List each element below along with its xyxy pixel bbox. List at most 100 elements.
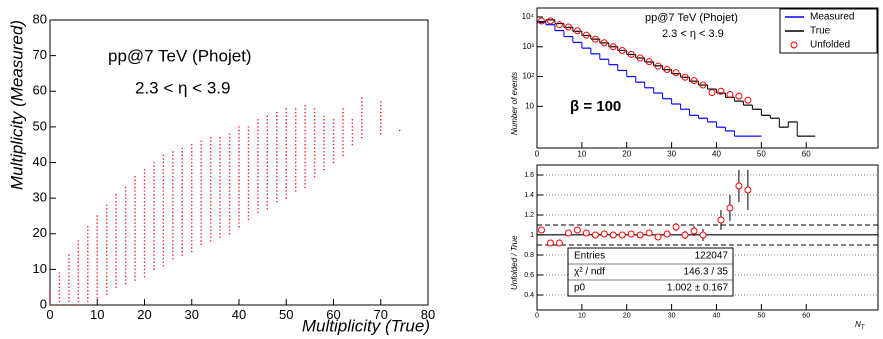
y-tick-label: 40 (33, 154, 47, 169)
x-tick-label: 30 (185, 307, 199, 322)
marker (618, 231, 626, 239)
marker (600, 39, 608, 47)
x-tick-label: 0 (535, 312, 539, 319)
marker (537, 226, 545, 234)
y-tick-label: 0.6 (524, 272, 534, 279)
marker (726, 204, 734, 212)
marker (672, 223, 680, 231)
y-tick-label: 1.6 (524, 172, 534, 179)
marker (618, 46, 626, 54)
marker (735, 182, 743, 190)
x-axis-label-sub: T (861, 325, 866, 331)
x-axis-label: NT (855, 320, 866, 330)
marker (708, 89, 716, 97)
marker (654, 62, 662, 70)
marker (591, 231, 599, 239)
marker (564, 23, 572, 31)
x-tick-label: 10 (90, 307, 104, 322)
marker (654, 233, 662, 241)
stats-value: 122047 (695, 251, 729, 262)
marker (699, 231, 707, 239)
stats-label: Entries (574, 251, 605, 262)
y-tick-label: 10³ (522, 42, 534, 51)
marker (645, 229, 653, 237)
marker (681, 73, 689, 81)
x-tick-label: 20 (137, 307, 151, 322)
marker (726, 90, 734, 98)
y-tick-label: 0.8 (524, 252, 534, 259)
marker (555, 239, 563, 247)
marker (699, 81, 707, 89)
marker (600, 230, 608, 238)
marker (582, 31, 590, 39)
x-axis-label-main: N (855, 320, 861, 329)
y-tick-label: 30 (33, 190, 47, 205)
marker (663, 66, 671, 74)
marker (573, 27, 581, 35)
stats-label: p0 (574, 283, 586, 294)
y-tick-label: 10 (525, 101, 534, 110)
marker (591, 35, 599, 43)
legend-swatch (790, 41, 798, 49)
y-axis-label: Multiplicity (Measured) (7, 20, 26, 190)
marker (717, 87, 725, 95)
legend-label: True (810, 26, 831, 37)
marker (681, 231, 689, 239)
legend-label: Measured (810, 12, 854, 23)
y-tick-label: 50 (33, 118, 47, 133)
marker (690, 227, 698, 235)
plot-frame (536, 7, 879, 149)
y-tick-label: 1.2 (524, 212, 534, 219)
x-tick-label: 40 (712, 150, 721, 159)
x-tick-label: 50 (757, 150, 766, 159)
marker (645, 58, 653, 66)
x-tick-label: 40 (232, 307, 246, 322)
x-tick-label: 30 (668, 312, 676, 319)
stats-value: 1.002 ± 0.167 (667, 283, 729, 294)
marker (627, 230, 635, 238)
x-tick-label: 50 (757, 312, 765, 319)
annotation: pp@7 TeV (Phojet) (108, 46, 252, 65)
x-tick-label: 0 (46, 307, 53, 322)
y-tick-label: 80 (33, 11, 47, 26)
marker (672, 69, 680, 77)
plot-frame (536, 164, 879, 311)
marker (636, 231, 644, 239)
y-tick-label: 0.4 (524, 292, 534, 299)
marker (744, 186, 752, 194)
y-tick-label: 20 (33, 225, 47, 240)
annotation: pp@7 TeV (Phojet) (645, 12, 738, 24)
annotation: 2.3 < η < 3.9 (662, 28, 724, 40)
stats-box (567, 247, 734, 297)
marker (735, 92, 743, 100)
y-tick-label: 70 (33, 47, 47, 62)
legend-label: Unfolded (810, 40, 850, 51)
marker (609, 43, 617, 51)
marker (537, 17, 545, 25)
x-axis-label: Multiplicity (True) (302, 316, 430, 335)
y-tick-label: 10⁴ (522, 12, 535, 21)
x-tick-label: 0 (535, 150, 540, 159)
marker (717, 216, 725, 224)
marker (582, 229, 590, 237)
marker (555, 21, 563, 29)
x-tick-label: 40 (713, 312, 721, 319)
x-tick-label: 10 (578, 312, 586, 319)
marker (744, 96, 752, 104)
y-tick-label: 10 (33, 261, 47, 276)
y-tick-label: 1 (530, 232, 534, 239)
marker (546, 239, 554, 247)
x-tick-label: 60 (802, 150, 811, 159)
x-tick-label: 30 (667, 150, 676, 159)
stats-value: 146.3 / 35 (684, 267, 729, 278)
x-tick-label: 10 (577, 150, 586, 159)
x-tick-label: 70 (374, 307, 388, 322)
marker (564, 229, 572, 237)
x-tick-label: 20 (622, 150, 631, 159)
marker (627, 50, 635, 58)
marker (609, 231, 617, 239)
annotation: 2.3 < η < 3.9 (135, 78, 230, 97)
x-tick-label: 80 (421, 307, 435, 322)
y-axis-label: Number of events (510, 72, 519, 135)
